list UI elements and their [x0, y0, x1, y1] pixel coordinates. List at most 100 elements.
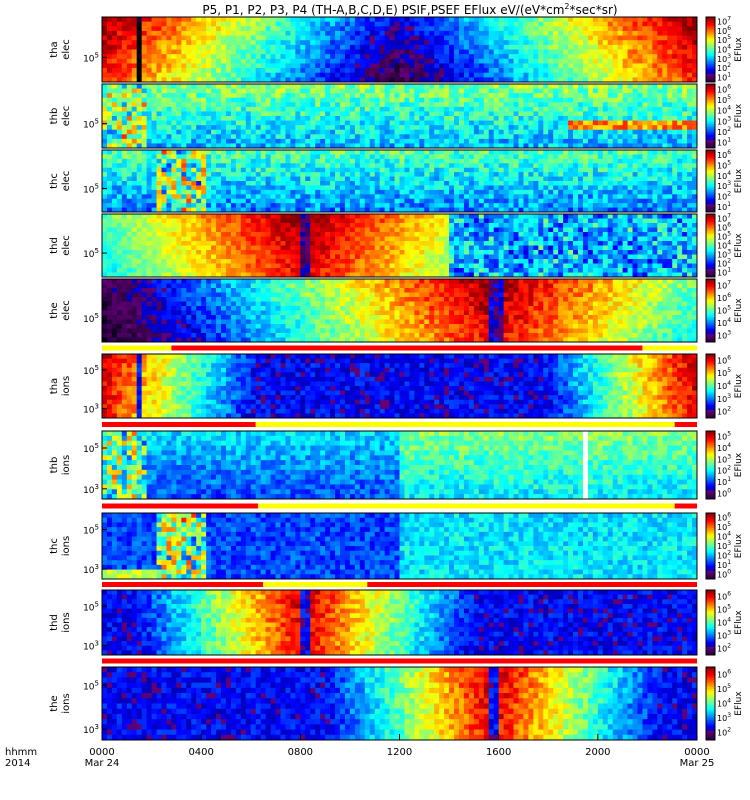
colorbar-tick-label: 104	[717, 44, 731, 55]
mode-bar-segment	[102, 658, 697, 664]
panel-probe-label: thd	[49, 237, 60, 254]
colorbar-label: EFlux	[734, 233, 744, 258]
colorbar-tick-label: 104	[717, 170, 731, 181]
colorbar-tick-label: 106	[717, 512, 731, 523]
y-tick-label: 105	[83, 442, 99, 455]
mode-bar-segment	[674, 422, 697, 427]
colorbar-tick-label: 102	[717, 62, 731, 73]
colorbar-tick-label: 105	[717, 683, 731, 694]
panel-probe-label: tha	[49, 378, 60, 394]
colorbar-tick-label: 103	[717, 115, 731, 126]
panel-species-label: ions	[61, 612, 72, 632]
colorbar-tick-label: 103	[717, 180, 731, 191]
mode-bar-segment	[258, 503, 675, 509]
colorbar-tick-label: 105	[717, 34, 731, 45]
panel-species-label: elec	[61, 39, 72, 60]
colorbar-tick-label: 103	[717, 453, 731, 464]
colorbar-label: EFlux	[734, 373, 744, 398]
y-tick-label: 103	[83, 639, 99, 652]
colorbar-tick-label: 105	[717, 160, 731, 171]
panel-species-label: ions	[61, 536, 72, 556]
colorbar-label: EFlux	[734, 103, 744, 128]
chart-title-superscript: 2	[564, 2, 569, 11]
panel-probe-label: thc	[49, 538, 60, 554]
colorbar-tick-label: 104	[717, 531, 731, 542]
colorbar-tick-label: 102	[717, 406, 731, 417]
spectrogram-image	[102, 279, 698, 343]
mode-bar-segment	[674, 503, 697, 509]
spectrogram-panel-thc-ions: thc ions 105 103	[49, 512, 698, 580]
colorbar-tick-label: 105	[717, 367, 731, 378]
panel-species-label: elec	[61, 300, 72, 321]
mode-bar	[102, 421, 697, 428]
mode-bar-segment	[367, 582, 697, 587]
x-axis-left-label: 2014	[5, 758, 30, 769]
colorbar-tick-label: 100	[717, 568, 731, 579]
spectrogram-panel-the-ions: the ions 105 103	[49, 666, 698, 741]
colorbar-tick-label: 102	[717, 258, 731, 269]
colorbar-label: EFlux	[734, 37, 744, 62]
colorbar-tick-label: 101	[717, 71, 731, 82]
colorbar-tick-label: 104	[717, 240, 731, 251]
panel-species-label: elec	[61, 106, 72, 127]
mode-bar-segment	[102, 503, 259, 509]
spectrogram-image	[102, 590, 698, 656]
mode-bar-segment	[255, 422, 675, 427]
x-tick-label: 0800	[288, 747, 313, 758]
colorbar-tick-label: 104	[717, 698, 731, 709]
colorbar-tick-label: 106	[717, 668, 731, 679]
panel-probe-label: thd	[49, 614, 60, 631]
spectrogram-panel-thb-elec: thb elec 105	[49, 83, 698, 149]
spectrogram-image	[102, 150, 698, 213]
colorbar-tick-label: 105	[717, 431, 731, 442]
colorbar-label: EFlux	[734, 533, 744, 558]
colorbar-tick-label: 105	[717, 305, 731, 316]
colorbar-tick-label: 105	[717, 94, 731, 105]
y-tick-label: 103	[83, 723, 99, 736]
colorbar-label: EFlux	[734, 691, 744, 716]
colorbar-tick-label: 104	[717, 317, 731, 328]
mode-bar-segment	[102, 582, 264, 587]
colorbar-label: EFlux	[734, 610, 744, 635]
spectrogram-image	[102, 667, 698, 741]
mode-bar-segment	[263, 582, 368, 587]
x-tick-label: 0400	[188, 747, 213, 758]
spectrogram-panel-tha-ions: tha ions 105 103	[49, 353, 698, 419]
colorbar-tick-label: 101	[717, 201, 731, 212]
spectrogram-panel-thb-ions: thb ions 105 103	[49, 430, 698, 500]
colorbar-label: EFlux	[734, 452, 744, 477]
spectrogram-panel-tha-elec: tha elec 105	[49, 16, 698, 83]
colorbar-tick-label: 103	[717, 630, 731, 641]
panel-species-label: ions	[61, 455, 72, 475]
colorbar-tick-label: 101	[717, 476, 731, 487]
colorbar-tick-label: 105	[717, 231, 731, 242]
colorbar-tick-label: 103	[717, 53, 731, 64]
colorbar-tick-label: 102	[717, 643, 731, 654]
colorbar-tick-label: 106	[717, 149, 731, 160]
x-date-label: Mar 25	[680, 758, 715, 769]
spectrogram-panel-the-elec: the elec 105	[49, 278, 698, 343]
y-tick-label: 105	[83, 600, 99, 613]
colorbar-tick-label: 105	[717, 521, 731, 532]
y-tick-label: 105	[83, 247, 99, 260]
colorbar-tick-label: 106	[717, 83, 731, 94]
colorbar-tick-label: 107	[717, 16, 731, 27]
colorbar-tick-label: 103	[717, 712, 731, 723]
panel-probe-label: thb	[49, 457, 60, 474]
panel-probe-label: thb	[49, 108, 60, 125]
panel-probe-label: the	[49, 695, 60, 711]
colorbar-the-ions: 102 103 104 105 106 EFlux	[705, 666, 744, 741]
colorbar-tick-label: 104	[717, 442, 731, 453]
x-axis-left-label: hhmm	[5, 747, 37, 758]
x-tick-label: 1200	[387, 747, 412, 758]
colorbar-tick-label: 104	[717, 617, 731, 628]
spectrogram-image	[102, 513, 698, 580]
colorbar-tick-label: 106	[717, 354, 731, 365]
